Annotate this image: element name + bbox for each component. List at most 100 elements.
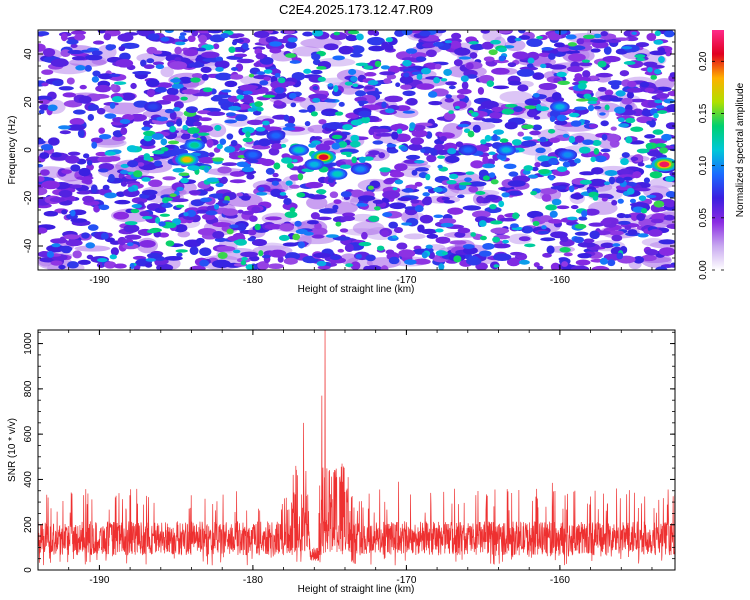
heatmap-blob	[198, 156, 217, 164]
heatmap-blob	[256, 71, 266, 75]
heatmap-blob	[70, 184, 83, 189]
heatmap-hotspot	[550, 101, 570, 113]
y-tick-label: 1000	[23, 332, 34, 355]
heatmap-blob	[458, 56, 472, 60]
heatmap-blob	[625, 136, 633, 144]
heatmap-blob	[180, 177, 189, 184]
heatmap-blob	[621, 97, 633, 105]
heatmap-blob	[435, 236, 451, 244]
heatmap-blob	[340, 215, 355, 222]
heatmap-blob	[532, 221, 540, 227]
heatmap-blob	[567, 42, 578, 47]
heatmap-blob	[653, 200, 665, 208]
heatmap-blob	[159, 213, 171, 217]
heatmap-blob	[643, 177, 650, 184]
heatmap-blob	[154, 86, 167, 93]
heatmap-blob	[69, 118, 85, 126]
heatmap-blob	[330, 255, 341, 261]
heatmap-blob	[634, 54, 646, 59]
heatmap-blob	[87, 113, 95, 121]
heatmap-blob	[82, 195, 95, 203]
heatmap-blob	[365, 254, 376, 262]
heatmap-blob	[574, 223, 587, 229]
colorbar-tick-label: 0.00	[698, 260, 709, 280]
heatmap-blob	[130, 82, 137, 90]
heatmap-blob	[77, 259, 91, 265]
heatmap-blob	[98, 168, 109, 173]
heatmap-blob	[647, 66, 653, 73]
heatmap-blob	[488, 49, 498, 56]
heatmap-blob	[224, 119, 237, 124]
heatmap-blob	[451, 32, 462, 40]
heatmap-blob	[449, 240, 467, 245]
heatmap-blob	[387, 148, 399, 154]
heatmap-blob	[595, 72, 613, 78]
heatmap-blob	[412, 124, 426, 131]
heatmap-blob	[160, 138, 168, 146]
heatmap-blob	[587, 104, 595, 112]
heatmap-blob	[200, 197, 213, 203]
heatmap-blob	[414, 204, 424, 213]
heatmap-blob	[178, 35, 186, 41]
heatmap-blob	[199, 259, 210, 267]
heatmap-blob	[502, 239, 509, 244]
heatmap-blob	[415, 83, 435, 90]
heatmap-blob	[350, 261, 361, 270]
heatmap-blob	[117, 236, 127, 246]
heatmap-blob	[619, 70, 630, 77]
heatmap-blob	[102, 184, 110, 191]
heatmap-blob	[290, 102, 297, 108]
heatmap-blob	[173, 101, 184, 109]
heatmap-blob	[619, 168, 630, 175]
heatmap-blob	[420, 67, 431, 75]
heatmap-blob	[161, 203, 173, 208]
heatmap-blob	[189, 265, 206, 270]
heatmap-blob	[281, 157, 293, 164]
heatmap-blob	[405, 154, 421, 160]
heatmap-blob	[382, 212, 393, 218]
heatmap-blob	[109, 254, 117, 260]
heatmap-blob	[412, 258, 431, 265]
heatmap-blob	[669, 72, 675, 78]
heatmap-blob	[574, 158, 581, 164]
heatmap-blob	[446, 180, 457, 185]
heatmap-blob	[305, 193, 316, 198]
heatmap-blob	[78, 95, 92, 104]
heatmap-blob	[433, 214, 444, 218]
heatmap-blob	[530, 190, 538, 196]
heatmap-blob	[274, 72, 281, 78]
heatmap-blob	[340, 191, 352, 198]
heatmap-blob	[655, 92, 670, 99]
heatmap-blob	[85, 242, 95, 249]
heatmap-blob	[646, 120, 653, 125]
heatmap-blob	[562, 133, 570, 138]
heatmap-blob	[453, 255, 462, 263]
heatmap-blob	[285, 180, 293, 186]
heatmap-blob	[481, 41, 494, 50]
heatmap-blob	[294, 220, 302, 227]
heatmap-blob	[617, 117, 625, 123]
heatmap-blob	[254, 101, 263, 107]
heatmap-blob	[318, 119, 327, 125]
heatmap-blob	[647, 149, 663, 157]
heatmap-blob	[476, 196, 484, 204]
heatmap-blob	[182, 124, 188, 131]
heatmap-blob	[316, 216, 332, 221]
heatmap-blob	[391, 131, 399, 140]
heatmap-blob	[309, 227, 328, 236]
heatmap-blob	[649, 171, 663, 179]
heatmap-blob	[579, 146, 591, 154]
heatmap-blob	[666, 103, 675, 113]
spectrogram-heatmap	[38, 30, 675, 270]
x-tick-label: -190	[89, 275, 109, 286]
heatmap-blob	[200, 66, 212, 73]
heatmap-blob	[368, 45, 385, 52]
heatmap-blob	[626, 87, 645, 93]
heatmap-blob	[325, 122, 345, 130]
heatmap-blob	[146, 229, 158, 234]
heatmap-blob	[273, 162, 281, 170]
heatmap-blob	[627, 229, 638, 236]
heatmap-blob	[457, 123, 470, 128]
heatmap-blob	[364, 72, 377, 77]
